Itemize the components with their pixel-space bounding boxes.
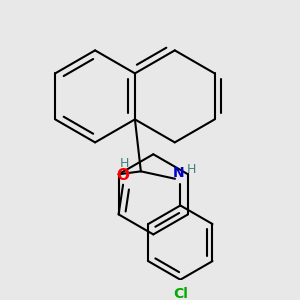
Text: Cl: Cl — [173, 287, 188, 300]
Text: H: H — [120, 158, 129, 170]
Text: N: N — [173, 167, 184, 180]
Text: H: H — [187, 163, 196, 176]
Text: O: O — [117, 168, 130, 183]
